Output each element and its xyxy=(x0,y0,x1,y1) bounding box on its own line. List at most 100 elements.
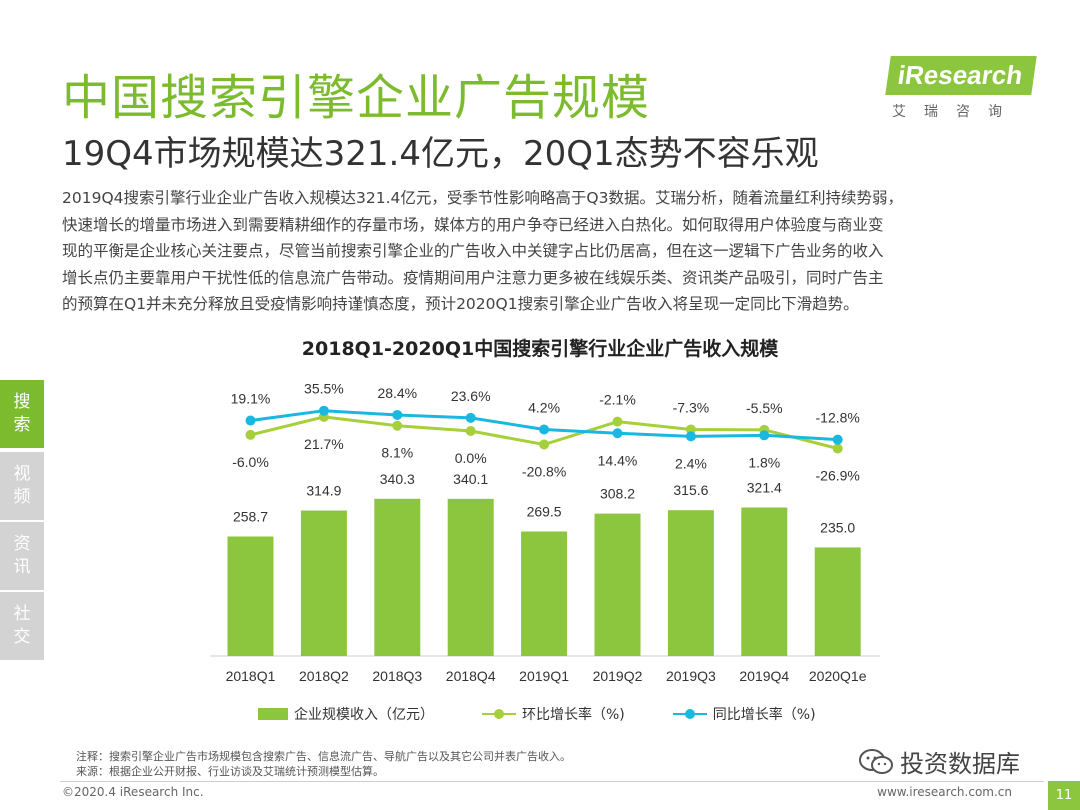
yoy-value-label: -2.1% xyxy=(599,392,636,408)
side-tab-char: 社 xyxy=(13,604,31,624)
page-number: 11 xyxy=(1048,781,1080,810)
legend-line-swatch xyxy=(482,708,516,720)
qoq-point xyxy=(612,416,623,427)
bar xyxy=(741,507,788,656)
wechat-watermark: 投资数据库 xyxy=(858,744,1020,779)
website-url: www.iresearch.com.cn xyxy=(877,785,1012,799)
legend-line-swatch xyxy=(672,708,707,720)
description-line: 现的平衡是企业核心关注要点，尽管当前搜索引擎企业的广告收入中关键字占比仍居高，但… xyxy=(62,242,884,260)
footnote: 注释：搜索引擎企业广告市场规模包含搜索广告、信息流广告、导航广告以及其它公司并表… xyxy=(76,750,571,763)
side-tab-char: 频 xyxy=(13,487,31,507)
side-tab-char: 搜 xyxy=(13,392,31,412)
x-tick-label: 2018Q2 xyxy=(299,668,349,684)
legend-item-yoy: 同比增长率（%) xyxy=(672,704,816,724)
bar xyxy=(667,510,714,656)
iresearch-logo: iResearch 艾瑞咨询 xyxy=(885,56,1038,121)
yoy-point xyxy=(759,430,770,441)
x-tick-label: 2019Q3 xyxy=(666,668,716,684)
yoy-value-label: -12.8% xyxy=(816,410,860,426)
side-tab-char: 视 xyxy=(13,464,31,484)
x-tick-label: 2019Q1 xyxy=(519,668,569,684)
x-tick-label: 2019Q2 xyxy=(593,668,643,684)
page-title: 中国搜索引擎企业广告规模 xyxy=(62,70,651,126)
bar-value-label: 321.4 xyxy=(747,480,782,496)
yoy-point xyxy=(832,434,843,445)
yoy-point xyxy=(612,428,623,439)
logo-chinese: 艾瑞咨询 xyxy=(892,104,1020,120)
yoy-value-label: -5.5% xyxy=(746,400,783,416)
revenue-chart: 258.7 2018Q1 314.9 2018Q2 340.3 2018Q3 340.1 20… xyxy=(210,381,880,684)
x-tick-label: 2020Q1e xyxy=(809,668,867,684)
qoq-value-label: 8.1% xyxy=(381,445,413,461)
qoq-value-label: 0.0% xyxy=(455,450,487,466)
bar-value-label: 315.6 xyxy=(673,482,708,498)
x-tick-label: 2018Q4 xyxy=(446,668,496,684)
yoy-point xyxy=(245,415,256,426)
legend-label: 环比增长率（%) xyxy=(522,707,625,723)
description-line: 的预算在Q1并未充分释放且受疫情影响持谨慎态度，预计2020Q1搜索引擎企业广告… xyxy=(62,295,859,313)
qoq-point xyxy=(539,439,550,450)
yoy-point xyxy=(392,409,403,420)
yoy-value-label: -7.3% xyxy=(673,399,710,415)
qoq-point xyxy=(465,426,476,436)
bar-value-label: 235.0 xyxy=(820,519,855,535)
side-tab-char: 讯 xyxy=(13,557,31,577)
source-note: 来源：根据企业公开财报、行业访谈及艾瑞统计预测模型估算。 xyxy=(76,765,384,778)
bar xyxy=(374,498,421,656)
qoq-point xyxy=(685,424,696,435)
yoy-value-label: 35.5% xyxy=(304,381,344,397)
side-tab-social[interactable]: 社 交 xyxy=(0,592,44,660)
copyright: ©2020.4 iResearch Inc. xyxy=(62,785,204,799)
description-line: 增长点仍主要靠用户干扰性低的信息流广告带动。疫情期间用户注意力更多被在线娱乐类、… xyxy=(62,268,884,287)
bar xyxy=(300,510,347,656)
bar xyxy=(594,513,641,656)
yoy-point xyxy=(685,431,696,442)
side-tab-char: 资 xyxy=(13,534,31,554)
wechat-icon xyxy=(859,748,893,774)
legend-item-revenue: 企业规模收入（亿元） xyxy=(258,704,434,724)
x-tick-label: 2019Q4 xyxy=(739,668,789,684)
side-tab-char: 索 xyxy=(13,415,31,435)
legend-label: 同比增长率（%) xyxy=(712,707,816,723)
chart-title: 2018Q1-2020Q1中国搜索引擎行业企业广告收入规模 xyxy=(301,338,779,360)
qoq-value-label: 21.7% xyxy=(304,436,344,452)
qoq-value-label: -20.8% xyxy=(522,464,566,480)
yoy-value-label: 4.2% xyxy=(528,399,560,415)
qoq-value-label: -26.9% xyxy=(816,467,860,483)
side-tab-news[interactable]: 资 讯 xyxy=(0,522,44,590)
footer-divider xyxy=(60,781,1044,782)
qoq-point xyxy=(245,429,256,440)
bar xyxy=(814,547,861,656)
side-tab-search[interactable]: 搜 索 xyxy=(0,380,44,448)
qoq-value-label: 1.8% xyxy=(748,454,780,470)
description-line: 快速增长的增量市场进入到需要精耕细作的存量市场，媒体方的用户争夺已经进入白热化。… xyxy=(62,215,884,234)
bar xyxy=(227,536,274,656)
bar xyxy=(521,531,568,656)
chart-legend: 企业规模收入（亿元） 环比增长率（%) 同比增长率（%) xyxy=(258,704,864,724)
qoq-point xyxy=(832,443,843,454)
side-tab-video[interactable]: 视 频 xyxy=(0,452,44,520)
yoy-point xyxy=(539,424,550,435)
qoq-point xyxy=(392,420,403,431)
bar xyxy=(447,498,494,656)
qoq-value-label: 2.4% xyxy=(675,455,707,471)
page-subtitle: 19Q4市场规模达321.4亿元，20Q1态势不容乐观 xyxy=(62,134,819,174)
yoy-value-label: 19.1% xyxy=(231,391,271,407)
x-tick-label: 2018Q3 xyxy=(372,668,422,684)
qoq-value-label: -6.0% xyxy=(232,454,269,470)
description-line: 2019Q4搜索引擎行业企业广告收入规模达321.4亿元，受季节性影响略高于Q3… xyxy=(62,189,903,207)
description: 2019Q4搜索引擎行业企业广告收入规模达321.4亿元，受季节性影响略高于Q3… xyxy=(62,185,1022,318)
yoy-value-label: 28.4% xyxy=(377,385,417,401)
yoy-value-label: 23.6% xyxy=(451,388,491,404)
bar-value-label: 340.3 xyxy=(380,471,415,487)
bar-value-label: 258.7 xyxy=(233,508,268,524)
side-tab-char: 交 xyxy=(13,627,31,647)
bar-value-label: 340.1 xyxy=(453,471,488,487)
yoy-point xyxy=(318,405,329,416)
wechat-label: 投资数据库 xyxy=(900,750,1020,778)
bar-value-label: 314.9 xyxy=(306,483,341,499)
legend-label: 企业规模收入（亿元） xyxy=(294,707,434,723)
legend-item-qoq: 环比增长率（%) xyxy=(482,704,625,724)
legend-bar-swatch xyxy=(258,708,288,720)
yoy-point xyxy=(465,412,476,423)
